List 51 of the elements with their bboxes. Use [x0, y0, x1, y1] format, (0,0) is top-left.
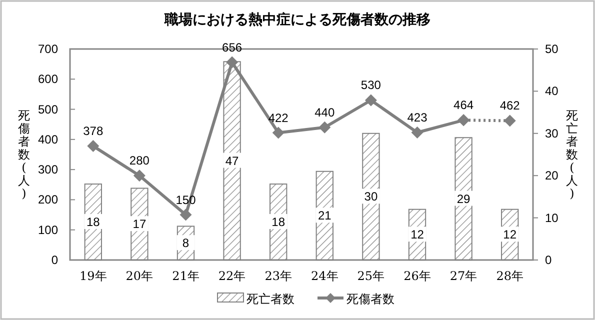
legend-label: 死傷者数 [346, 292, 394, 306]
y-axis-title: 死傷者数(人) [17, 108, 30, 200]
y-tick-label: 700 [38, 42, 58, 56]
data-label: 464 [454, 98, 474, 112]
data-label: 12 [503, 228, 517, 242]
data-label: 21 [318, 208, 332, 223]
y-tick-label: 600 [38, 72, 58, 86]
y-tick-label: 0 [51, 253, 58, 267]
data-label: 12 [410, 228, 424, 242]
data-label: 422 [268, 110, 289, 125]
y-tick-label: 500 [38, 102, 58, 116]
data-label: 8 [182, 236, 190, 250]
y2-tick-label: 0 [545, 253, 552, 267]
y-tick-label: 400 [38, 132, 58, 146]
x-tick-label: 27年 [450, 269, 478, 283]
x-tick-label: 25年 [357, 269, 385, 283]
y2-tick-label: 20 [545, 168, 559, 183]
x-tick-label: 28年 [496, 269, 524, 283]
y-tick-label: 300 [38, 162, 58, 177]
data-label: 530 [360, 78, 382, 92]
data-label: 378 [83, 124, 104, 138]
data-label: 18 [86, 215, 100, 230]
data-label: 29 [456, 192, 471, 206]
x-tick-label: 20年 [126, 269, 154, 283]
y-tick-label: 200 [38, 192, 58, 207]
legend-label: 死亡者数 [246, 292, 294, 306]
legend-死傷者数: 死傷者数 [318, 292, 394, 306]
y2-tick-label: 50 [545, 42, 559, 56]
y2-tick-label: 30 [545, 126, 559, 140]
x-tick-label: 24年 [311, 269, 338, 283]
data-label: 440 [314, 105, 335, 120]
chart-title: 職場における熱中症による死傷者数の推移 [164, 11, 430, 28]
y2-axis-title: 死亡者数(人) [566, 108, 578, 200]
x-tick-label: 21年 [172, 269, 200, 283]
data-label: 280 [129, 154, 150, 168]
x-tick-label: 22年 [218, 269, 246, 283]
data-label: 30 [364, 190, 378, 204]
data-label: 18 [272, 215, 286, 230]
data-label: 656 [222, 40, 242, 54]
x-tick-label: 26年 [404, 269, 431, 283]
data-label: 423 [407, 110, 428, 124]
x-tick-label: 23年 [264, 269, 292, 283]
data-label: 462 [500, 98, 520, 113]
y2-tick-label: 40 [545, 84, 559, 98]
x-tick-label: 19年 [80, 269, 107, 283]
data-label: 17 [132, 217, 146, 232]
data-label: 47 [225, 154, 240, 168]
legend-死亡者数: 死亡者数 [217, 292, 294, 306]
y-tick-label: 100 [38, 222, 58, 237]
data-label: 150 [176, 192, 196, 207]
y2-tick-label: 10 [545, 210, 559, 225]
